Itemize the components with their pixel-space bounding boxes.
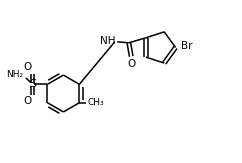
- Text: NH₂: NH₂: [6, 70, 23, 79]
- Text: NH: NH: [100, 36, 116, 46]
- Text: O: O: [128, 59, 136, 69]
- Text: S: S: [29, 79, 36, 89]
- Text: O: O: [23, 96, 31, 106]
- Text: CH₃: CH₃: [87, 98, 104, 107]
- Text: O: O: [23, 62, 31, 73]
- Text: Br: Br: [181, 41, 192, 52]
